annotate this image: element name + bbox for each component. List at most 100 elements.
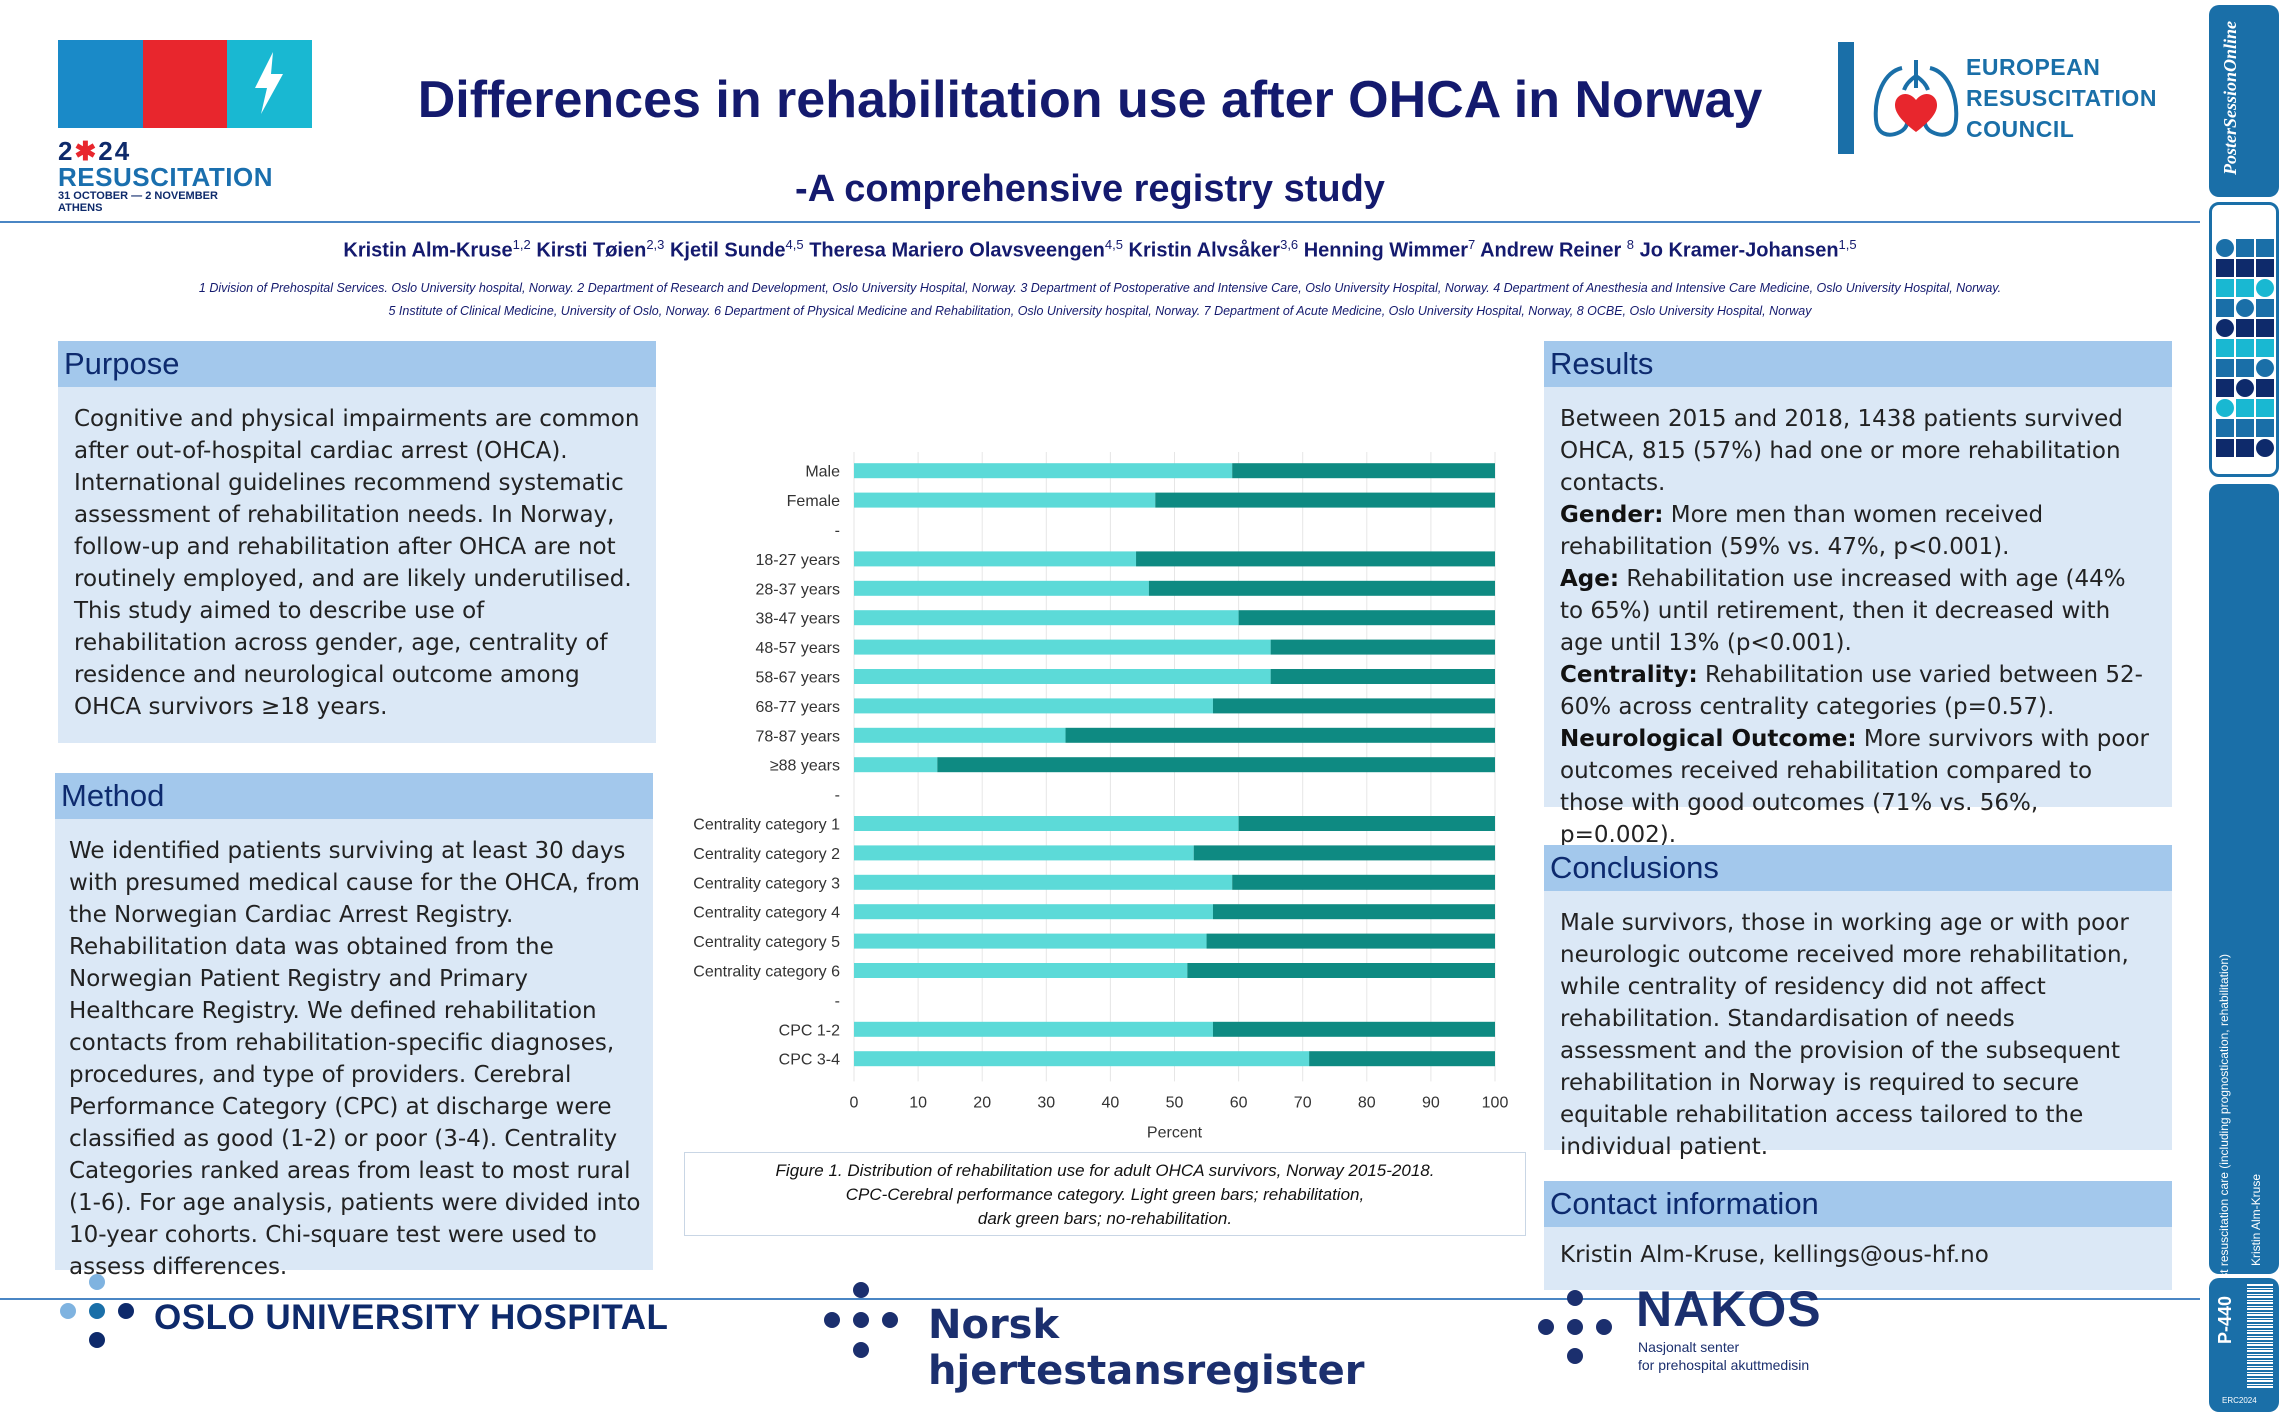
results-text: Between 2015 and 2018, 1438 patients sur… <box>1544 387 2172 867</box>
pattern-tile <box>2236 359 2254 377</box>
chart-x-tick-label: 100 <box>1482 1094 1509 1111</box>
chart-x-tick-label: 30 <box>1037 1094 1055 1111</box>
chart-category-label: - <box>835 787 840 804</box>
results-heading: Results <box>1544 341 2172 387</box>
poster-session-text: PosterSessionOnline <box>2220 20 2240 175</box>
pattern-tile <box>2256 359 2274 377</box>
chart-x-tick-label: 50 <box>1166 1094 1184 1111</box>
results-item: Gender: More men than women received reh… <box>1560 499 2156 563</box>
pattern-tile <box>2256 239 2274 257</box>
results-intro: Between 2015 and 2018, 1438 patients sur… <box>1560 406 2123 496</box>
pattern-tile <box>2236 259 2254 277</box>
author-name: Kristin Alm-Kruse <box>343 239 513 262</box>
conference-logo: 2✱24 RESUSCITATION 31 OCTOBER — 2 NOVEMB… <box>58 40 313 214</box>
pattern-tile <box>2256 419 2274 437</box>
chart-bar-no-rehabilitation <box>937 757 1495 773</box>
pattern-tile <box>2236 299 2254 317</box>
nakos-subtitle-line-2: for prehospital akuttmedisin <box>1638 1357 1810 1373</box>
author-affiliation-number: 7 <box>1468 237 1476 252</box>
pattern-tile <box>2236 399 2254 417</box>
rehabilitation-bar-chart: Male Female - 18-27 years 28-37 years 38-47 y… <box>693 452 1509 1141</box>
chart-bar-rehabilitation <box>854 904 1213 920</box>
caption-line-3: dark green bars; no-rehabilitation. <box>977 1209 1233 1228</box>
author-affiliation-number: 4,5 <box>1104 237 1123 252</box>
pattern-tile <box>2216 259 2234 277</box>
pattern-tile <box>2236 279 2254 297</box>
chart-bar-no-rehabilitation <box>1065 727 1495 743</box>
chart-bar-rehabilitation <box>854 757 938 773</box>
nhr-dots-icon <box>824 1282 898 1358</box>
chart-x-tick-label: 40 <box>1102 1094 1120 1111</box>
pattern-tile <box>2216 319 2234 337</box>
chart-bar-no-rehabilitation <box>1270 669 1495 684</box>
pattern-tile <box>2216 419 2234 437</box>
nakos-logo: NAKOS Nasjonalt senter for prehospital a… <box>1534 1280 1854 1390</box>
poster-id-badge: P-440 ERC2024 <box>2209 1278 2279 1412</box>
pattern-tile <box>2216 439 2234 457</box>
chart-category-label: 18-27 years <box>756 552 841 569</box>
affiliations-line-2: 5 Institute of Clinical Medicine, Univer… <box>388 304 1812 318</box>
author-affiliation-number: 1,5 <box>1838 237 1857 252</box>
chart-category-label: Male <box>805 464 840 481</box>
pattern-tile <box>2216 399 2234 417</box>
author-name: Kirsti Tøien <box>536 239 647 262</box>
chart-x-tick-label: 80 <box>1358 1094 1376 1111</box>
chart-bar-rehabilitation <box>854 933 1207 949</box>
method-text: We identified patients surviving at leas… <box>69 838 641 1280</box>
chart-bar-no-rehabilitation <box>1212 904 1495 920</box>
lightning-icon <box>255 52 284 114</box>
pattern-tile <box>2256 379 2274 397</box>
chart-category-label: 68-77 years <box>756 699 841 716</box>
figure-caption: Figure 1. Distribution of rehabilitation… <box>684 1152 1526 1236</box>
chart-category-label: CPC 3-4 <box>779 1052 840 1069</box>
purpose-panel: Purpose Cognitive and physical impairmen… <box>58 341 656 743</box>
chart-category-label: Centrality category 3 <box>693 875 840 892</box>
chart-bar-rehabilitation <box>854 845 1194 861</box>
pattern-tile <box>2256 439 2274 457</box>
chart-x-tick-label: 20 <box>973 1094 991 1111</box>
results-item: Age: Rehabilitation use increased with a… <box>1560 563 2156 659</box>
author-name: Jo Kramer-Johansen <box>1639 239 1839 262</box>
chart-bar-no-rehabilitation <box>1206 933 1495 949</box>
nakos-logo-text: NAKOS <box>1636 1281 1822 1337</box>
author-name: Theresa Mariero Olavsveengen <box>809 239 1105 262</box>
conference-star-icon: ✱ <box>74 136 99 166</box>
chart-category-label: ≥88 years <box>770 758 840 775</box>
erc-code: ERC2024 <box>2222 1396 2257 1405</box>
chart-category-label: Female <box>787 493 840 510</box>
poster-subtitle: -A comprehensive registry study <box>795 168 1385 210</box>
results-panel: Results Between 2015 and 2018, 1438 pati… <box>1544 341 2172 848</box>
chart-x-tick-label: 0 <box>850 1094 859 1111</box>
pattern-tile <box>2236 239 2254 257</box>
chart-bar-no-rehabilitation <box>1238 816 1495 831</box>
erc-line-1: EUROPEAN <box>1966 54 2101 80</box>
chart-category-label: Centrality category 5 <box>693 934 840 951</box>
conference-pattern-tile <box>2209 202 2279 477</box>
results-item-label: Age: <box>1560 566 1620 592</box>
norsk-hjertestansregister-logo: Norsk hjertestansregister <box>820 1280 1380 1394</box>
pattern-tile <box>2216 279 2234 297</box>
conclusions-text: Male survivors, those in working age or … <box>1560 910 2129 1160</box>
results-item-text: More survivors with poor outcomes receiv… <box>1560 726 2149 848</box>
side-author-text: Kristin Alm-Kruse <box>2249 1174 2263 1267</box>
pattern-tile <box>2216 339 2234 357</box>
ouh-logo-text: OSLO UNIVERSITY HOSPITAL <box>154 1298 669 1337</box>
conference-city: ATHENS <box>58 202 103 214</box>
side-topic-text: Post resuscitation care (including progn… <box>2217 954 2231 1294</box>
purpose-text: Cognitive and physical impairments are c… <box>74 406 640 720</box>
poster-session-online-logo: PosterSessionOnline <box>2209 5 2279 197</box>
author-name: Henning Wimmer <box>1303 239 1469 262</box>
pattern-tile <box>2256 279 2274 297</box>
chart-bar-rehabilitation <box>854 727 1066 743</box>
chart-bar-rehabilitation <box>854 551 1137 567</box>
erc-line-3: COUNCIL <box>1966 116 2075 142</box>
results-item-label: Neurological Outcome: <box>1560 726 1857 752</box>
pattern-tile <box>2256 399 2274 417</box>
results-item: Centrality: Rehabilitation use varied be… <box>1560 659 2156 723</box>
chart-bar-no-rehabilitation <box>1212 1021 1495 1037</box>
pattern-tile <box>2236 319 2254 337</box>
nhr-logo-text: Norsk hjertestansregister <box>928 1302 1365 1394</box>
poster-id: P-440 <box>2215 1296 2235 1345</box>
conference-year-text: 2✱24 <box>58 136 132 166</box>
author-name: Kjetil Sunde <box>669 239 786 262</box>
